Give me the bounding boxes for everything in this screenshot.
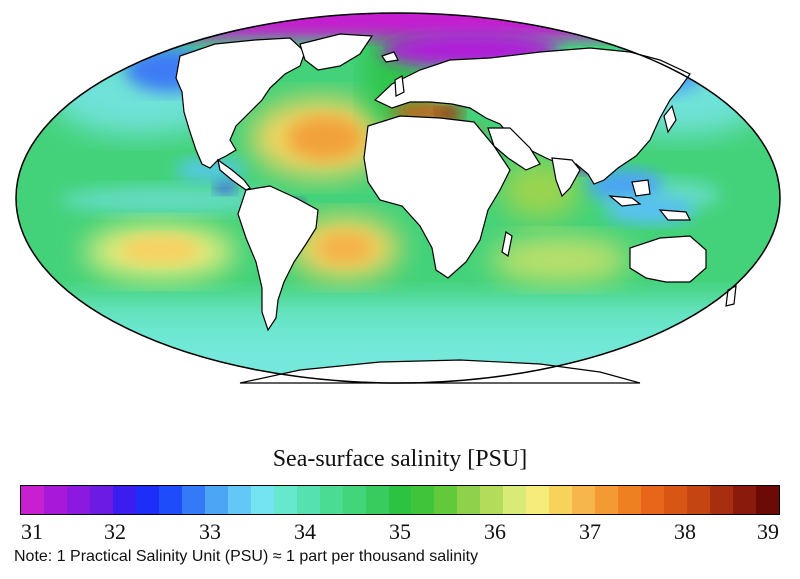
colorbar-swatch — [66, 486, 90, 514]
colorbar-swatch — [618, 486, 642, 514]
north-america-land — [175, 37, 306, 169]
colorbar-swatch — [388, 486, 412, 514]
iceland-land — [381, 51, 399, 63]
madagascar-land — [501, 231, 513, 257]
indonesia-land — [608, 195, 642, 207]
colorbar-swatch — [112, 486, 136, 514]
japan-land — [663, 104, 677, 134]
colorbar-swatch — [296, 486, 320, 514]
colorbar-swatch — [158, 486, 182, 514]
colorbar-tick-label: 33 — [199, 519, 221, 544]
colorbar-swatch — [572, 486, 596, 514]
colorbar-swatch — [227, 486, 251, 514]
colorbar-tick-label: 35 — [389, 519, 411, 544]
colorbar-swatch — [181, 486, 205, 514]
colorbar-swatch — [273, 486, 297, 514]
colorbar-tick-label: 34 — [294, 519, 316, 544]
colorbar-swatch — [319, 486, 343, 514]
colorbar-swatch — [204, 486, 228, 514]
arabia-land — [487, 127, 541, 171]
colorbar-swatch — [21, 486, 44, 514]
landmasses — [175, 33, 737, 384]
antarctica-land — [239, 359, 641, 384]
colorbar-tick-label: 36 — [484, 519, 506, 544]
colorbar-ticks: 31 32 33 34 35 36 37 38 39 — [20, 515, 780, 545]
salinity-map — [15, 12, 781, 384]
footnote: Note: 1 Practical Salinity Unit (PSU) ≈ … — [14, 548, 479, 565]
colorbar-swatch — [250, 486, 274, 514]
colorbar-tick-label: 31 — [21, 519, 43, 544]
colorbar-swatch — [664, 486, 688, 514]
australia-land — [629, 235, 707, 283]
india-land — [551, 157, 581, 198]
colorbar-swatch — [434, 486, 458, 514]
colorbar-swatch — [365, 486, 389, 514]
colorbar-swatch — [756, 486, 779, 514]
greenland-land — [299, 33, 374, 71]
colorbar-swatch — [457, 486, 481, 514]
colorbar — [20, 485, 780, 515]
central-america-land — [217, 158, 251, 191]
colorbar-swatch — [342, 486, 366, 514]
colorbar-swatch — [641, 486, 665, 514]
britain-land — [394, 75, 405, 97]
colorbar-tick-label: 37 — [579, 519, 601, 544]
colorbar-swatch — [710, 486, 734, 514]
globe-outline — [15, 12, 781, 384]
borneo-land — [631, 179, 651, 197]
colorbar-swatches — [20, 485, 780, 515]
colorbar-swatch — [43, 486, 67, 514]
colorbar-swatch — [733, 486, 756, 514]
eurasia-land — [373, 47, 691, 185]
colorbar-swatch — [135, 486, 159, 514]
colorbar-tick-label: 39 — [757, 519, 779, 544]
colorbar-swatch — [480, 486, 504, 514]
colorbar-swatch — [526, 486, 550, 514]
africa-land — [363, 115, 511, 279]
colorbar-swatch — [503, 486, 527, 514]
colorbar-swatch — [595, 486, 619, 514]
colorbar-swatch — [89, 486, 113, 514]
south-america-land — [237, 185, 319, 332]
colorbar-swatch — [687, 486, 711, 514]
colorbar-tick-label: 32 — [104, 519, 126, 544]
colorbar-swatch — [549, 486, 573, 514]
map-svg — [15, 12, 781, 384]
colorbar-swatch — [411, 486, 435, 514]
map-title: Sea-surface salinity [PSU] — [272, 446, 528, 472]
new-guinea-land — [658, 209, 691, 221]
colorbar-tick-label: 38 — [674, 519, 696, 544]
